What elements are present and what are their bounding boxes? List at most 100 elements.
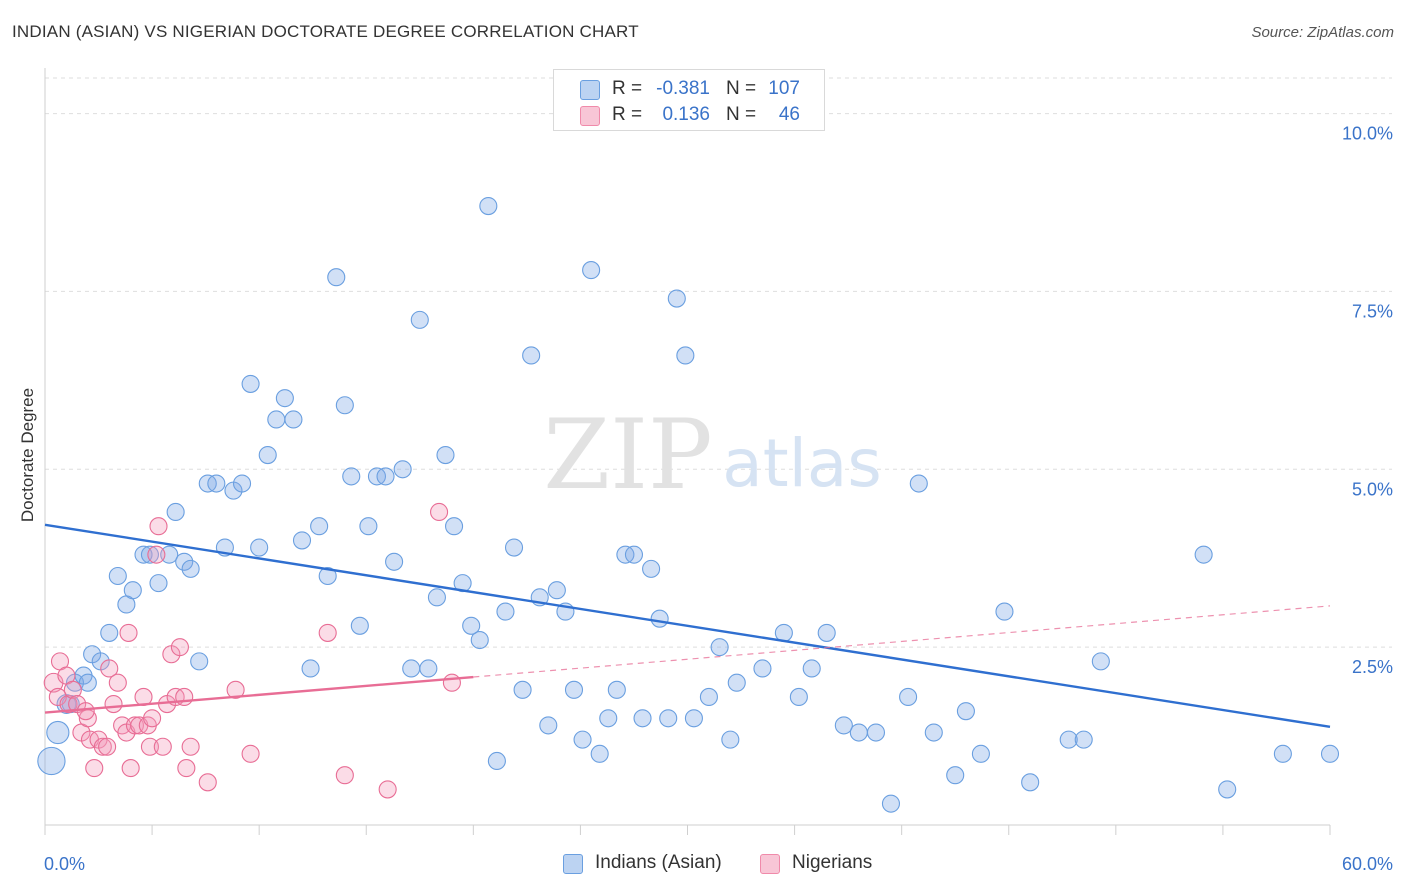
x-tick-label: 0.0% xyxy=(44,854,85,874)
nigerians-point xyxy=(442,673,461,692)
legend-r-value-indians: -0.381 xyxy=(656,78,710,99)
indians-point xyxy=(393,460,412,479)
indians-point xyxy=(633,709,652,728)
indians-point xyxy=(1320,744,1340,763)
legend-n-label: N = xyxy=(726,78,757,99)
indians-point xyxy=(310,517,329,536)
bottom-legend-swatch-indians xyxy=(563,854,583,874)
indians-point xyxy=(78,673,97,692)
nigerians-point xyxy=(108,673,127,692)
indians-point xyxy=(470,630,489,650)
indians-point xyxy=(727,673,746,692)
indians-point xyxy=(479,197,498,216)
indians-point xyxy=(496,602,515,621)
nigerians-point xyxy=(98,737,117,756)
gridlines xyxy=(45,77,1392,648)
axes xyxy=(44,68,1331,835)
indians-point xyxy=(350,616,369,635)
legend-row-nigerians: R = 0.136 N = 46 xyxy=(554,102,824,128)
nigerians-point xyxy=(104,695,123,714)
indians-point xyxy=(924,723,943,742)
indians-point xyxy=(292,531,312,550)
indians-trend-line xyxy=(44,523,1331,729)
indians-point xyxy=(590,744,609,763)
indians-point xyxy=(342,467,361,486)
indians-point xyxy=(436,446,455,465)
indians-point xyxy=(504,538,524,557)
nigerians-point xyxy=(181,737,200,756)
indians-point xyxy=(190,652,209,671)
indians-point xyxy=(284,410,303,429)
indians-point xyxy=(956,702,975,721)
indians-point xyxy=(46,720,70,745)
indians-point xyxy=(207,474,226,493)
indians-point xyxy=(1074,730,1093,749)
nigerians-trend-line xyxy=(44,675,474,714)
bottom-legend-swatch-nigerians xyxy=(760,854,780,874)
watermark-zip: ZIP xyxy=(543,399,712,511)
indians-point xyxy=(258,446,277,465)
indians-point xyxy=(971,744,990,763)
indians-point xyxy=(108,566,127,586)
indians-point xyxy=(753,659,772,678)
indians-point xyxy=(802,659,821,678)
indians-point xyxy=(419,659,438,678)
indians-point xyxy=(899,687,918,706)
indians-point xyxy=(250,538,269,557)
indians-point xyxy=(522,346,541,365)
indians-point xyxy=(427,588,446,607)
nigerians-point xyxy=(140,737,159,756)
nigerians-point xyxy=(121,759,140,778)
bottom-legend-label-nigerians: Nigerians xyxy=(792,852,873,873)
indians-point xyxy=(318,566,337,586)
indians-point xyxy=(1091,652,1110,671)
nigerians-point xyxy=(378,780,397,799)
trend-lines xyxy=(44,523,1331,729)
nigerians-point xyxy=(93,737,112,756)
indians-point xyxy=(547,581,566,600)
nigerians-point xyxy=(198,773,217,792)
y-tick-label: 7.5% xyxy=(1352,301,1393,321)
legend-swatch-indians xyxy=(580,80,600,100)
indians-point xyxy=(1273,744,1292,763)
indians-point xyxy=(789,687,808,706)
indians-point xyxy=(149,574,168,593)
legend-swatch-nigerians xyxy=(580,106,600,126)
tick-labels: 2.5% 5.0% 7.5% 10.0% 0.0% 60.0% xyxy=(44,124,1393,874)
nigerians-point xyxy=(335,766,354,785)
indians-point xyxy=(445,517,464,536)
indians-point xyxy=(37,746,66,776)
nigerians-trend-line-extension xyxy=(473,605,1331,678)
nigerians-point xyxy=(76,702,95,721)
indians-point xyxy=(909,474,928,493)
indians-point xyxy=(175,552,194,571)
nigerians-point xyxy=(175,687,194,706)
indians-point xyxy=(624,545,644,564)
indians-point xyxy=(181,559,200,578)
chart-title: INDIAN (ASIAN) VS NIGERIAN DOCTORATE DEG… xyxy=(12,22,639,41)
legend-row-indians: R = -0.381 N = 107 xyxy=(554,76,824,102)
nigerians-point xyxy=(170,638,189,657)
indians-point xyxy=(817,623,836,642)
nigerians-point xyxy=(318,623,337,642)
indians-point xyxy=(267,410,286,429)
correlation-legend: R = -0.381 N = 107 R = 0.136 N = 46 xyxy=(553,69,825,131)
indians-point xyxy=(123,581,142,600)
indians-point xyxy=(599,709,618,728)
indians-point xyxy=(650,609,669,628)
indians-point xyxy=(849,723,868,742)
legend-n-value-indians: 107 xyxy=(768,78,800,99)
nigerians-point xyxy=(63,680,82,699)
nigerians-point xyxy=(100,659,119,678)
watermark-atlas: atlas xyxy=(722,425,882,502)
indians-point xyxy=(1194,545,1213,564)
indians-point xyxy=(327,268,346,287)
indians-point xyxy=(100,623,119,642)
indians-point xyxy=(1059,730,1078,749)
nigerians-point xyxy=(153,737,172,756)
x-tick-label: 60.0% xyxy=(1342,854,1393,874)
indians-point xyxy=(1021,773,1040,792)
indians-point xyxy=(721,730,740,749)
indians-point xyxy=(513,680,532,699)
